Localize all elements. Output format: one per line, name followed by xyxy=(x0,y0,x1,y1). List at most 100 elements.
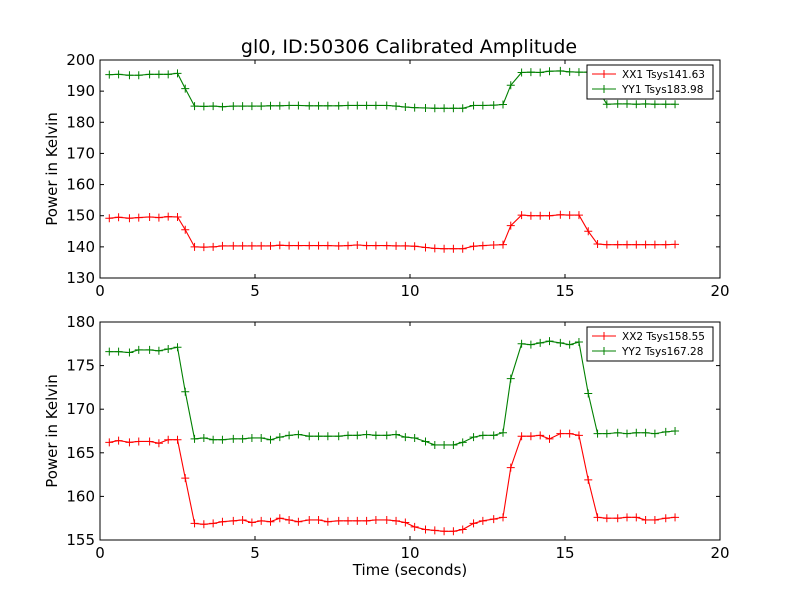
data-point xyxy=(285,101,294,110)
data-point xyxy=(671,513,680,522)
data-point xyxy=(489,515,498,524)
data-point xyxy=(190,102,199,111)
data-point xyxy=(209,242,218,251)
data-point xyxy=(449,527,458,536)
data-point xyxy=(294,430,303,439)
data-point xyxy=(305,432,314,441)
data-point xyxy=(371,101,380,110)
legend-label: XX1 Tsys141.63 xyxy=(622,69,705,81)
data-point xyxy=(314,101,323,110)
data-point xyxy=(257,516,266,525)
x-tick-label: 15 xyxy=(555,282,574,300)
data-point xyxy=(323,432,332,441)
data-point xyxy=(173,435,182,444)
data-point xyxy=(105,347,114,356)
data-point xyxy=(371,241,380,250)
data-point xyxy=(164,435,173,444)
data-point xyxy=(506,81,515,90)
data-point xyxy=(105,438,114,447)
data-point xyxy=(154,70,163,79)
data-point xyxy=(632,240,641,249)
data-point xyxy=(458,438,467,447)
data-point xyxy=(574,338,583,347)
data-point xyxy=(392,241,401,250)
data-point xyxy=(602,429,611,438)
y-tick-label: 150 xyxy=(66,207,95,225)
data-point xyxy=(661,100,670,109)
data-point xyxy=(114,436,123,445)
data-point xyxy=(199,520,208,529)
data-point xyxy=(401,433,410,442)
data-point xyxy=(229,516,238,525)
data-point xyxy=(285,241,294,250)
legend-box xyxy=(586,326,714,362)
data-point xyxy=(545,434,554,443)
data-point xyxy=(305,241,314,250)
data-point xyxy=(392,102,401,111)
data-point xyxy=(199,433,208,442)
data-point xyxy=(247,433,256,442)
data-point xyxy=(556,66,565,75)
data-point xyxy=(334,241,343,250)
data-point xyxy=(382,101,391,110)
data-point xyxy=(145,345,154,354)
data-point xyxy=(401,518,410,527)
data-point xyxy=(154,439,163,448)
data-point xyxy=(565,211,574,220)
data-point xyxy=(401,103,410,112)
data-point xyxy=(334,516,343,525)
data-point xyxy=(323,101,332,110)
data-point xyxy=(517,211,526,220)
data-point xyxy=(209,435,218,444)
data-point xyxy=(353,101,362,110)
data-point xyxy=(623,99,631,108)
x-tick-label: 20 xyxy=(710,282,729,300)
y-tick-label: 165 xyxy=(66,444,95,462)
data-point xyxy=(623,429,631,438)
data-point xyxy=(641,515,650,524)
data-point xyxy=(181,474,190,483)
data-point xyxy=(499,240,507,249)
data-point xyxy=(353,431,362,440)
data-point xyxy=(218,517,227,526)
x-tick-label: 5 xyxy=(250,544,260,562)
data-point xyxy=(632,513,641,522)
data-point xyxy=(499,428,507,437)
data-point xyxy=(641,99,650,108)
data-point xyxy=(440,440,449,449)
y-tick-label: 175 xyxy=(66,357,95,375)
data-point xyxy=(353,516,362,525)
data-point xyxy=(257,241,266,250)
data-point xyxy=(229,241,238,250)
data-point xyxy=(526,68,535,77)
data-point xyxy=(173,212,182,221)
data-point xyxy=(238,102,247,111)
data-point xyxy=(334,101,343,110)
data-point xyxy=(154,346,163,355)
data-point xyxy=(506,221,515,230)
data-point xyxy=(469,433,478,442)
data-point xyxy=(238,515,247,524)
data-point xyxy=(247,102,256,111)
data-point xyxy=(199,102,208,111)
data-point xyxy=(421,243,430,252)
data-point xyxy=(602,240,611,249)
data-point xyxy=(145,70,154,79)
y-tick-label: 155 xyxy=(66,531,95,549)
data-point xyxy=(489,240,498,249)
data-point xyxy=(134,213,143,222)
data-point xyxy=(371,431,380,440)
data-point xyxy=(190,434,199,443)
data-point xyxy=(114,213,123,222)
data-point xyxy=(382,515,391,524)
data-point xyxy=(275,101,284,110)
data-point xyxy=(164,345,173,354)
data-point xyxy=(173,343,182,352)
data-point xyxy=(526,340,535,349)
data-point xyxy=(266,101,275,110)
data-point xyxy=(458,244,467,253)
y-tick-label: 140 xyxy=(66,238,95,256)
data-point xyxy=(164,70,173,79)
data-point xyxy=(430,244,439,253)
